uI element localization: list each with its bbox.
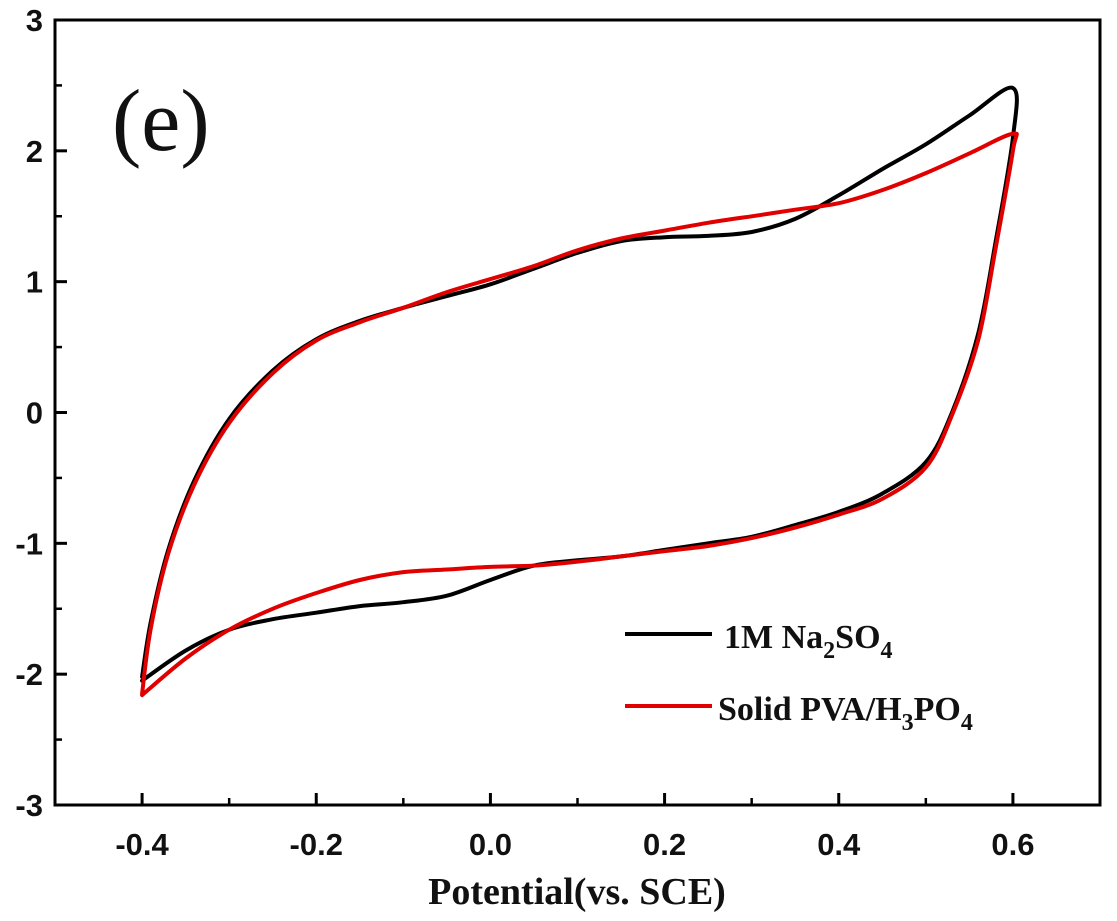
series-line-na2so4 [140, 85, 1019, 683]
x-tick-label: 0.6 [991, 827, 1034, 862]
axis-ticks: -3 -2 -1 0 1 2 3 -0.4 -0.2 0.0 0.2 0.4 0.6 [15, 3, 1034, 862]
x-tick-label: -0.4 [115, 827, 169, 862]
y-tick-label: -2 [15, 657, 43, 692]
x-axis-label: Potential(vs. SCE) [428, 871, 726, 913]
series-line-pva-h3po4 [140, 131, 1019, 698]
plot-frame [53, 18, 1102, 807]
series-layer [140, 85, 1019, 698]
legend-label-pva: Solid PVA/H3PO4 [718, 691, 973, 736]
panel-label: (e) [112, 73, 210, 170]
x-tick-label: 0.2 [643, 827, 686, 862]
legend-label-na2so4: 1M Na2SO4 [724, 619, 893, 664]
x-tick-label: 0.0 [469, 827, 512, 862]
x-tick-label: -0.2 [290, 827, 343, 862]
y-tick-label: 1 [26, 265, 43, 300]
y-tick-label: 0 [26, 396, 43, 431]
y-tick-label: -1 [15, 526, 43, 561]
y-tick-label: -3 [15, 788, 43, 823]
legend: 1M Na2SO4 Solid PVA/H3PO4 [625, 619, 973, 736]
y-tick-label: 3 [26, 3, 43, 38]
x-tick-label: 0.4 [817, 827, 861, 862]
y-tick-label: 2 [26, 134, 43, 169]
